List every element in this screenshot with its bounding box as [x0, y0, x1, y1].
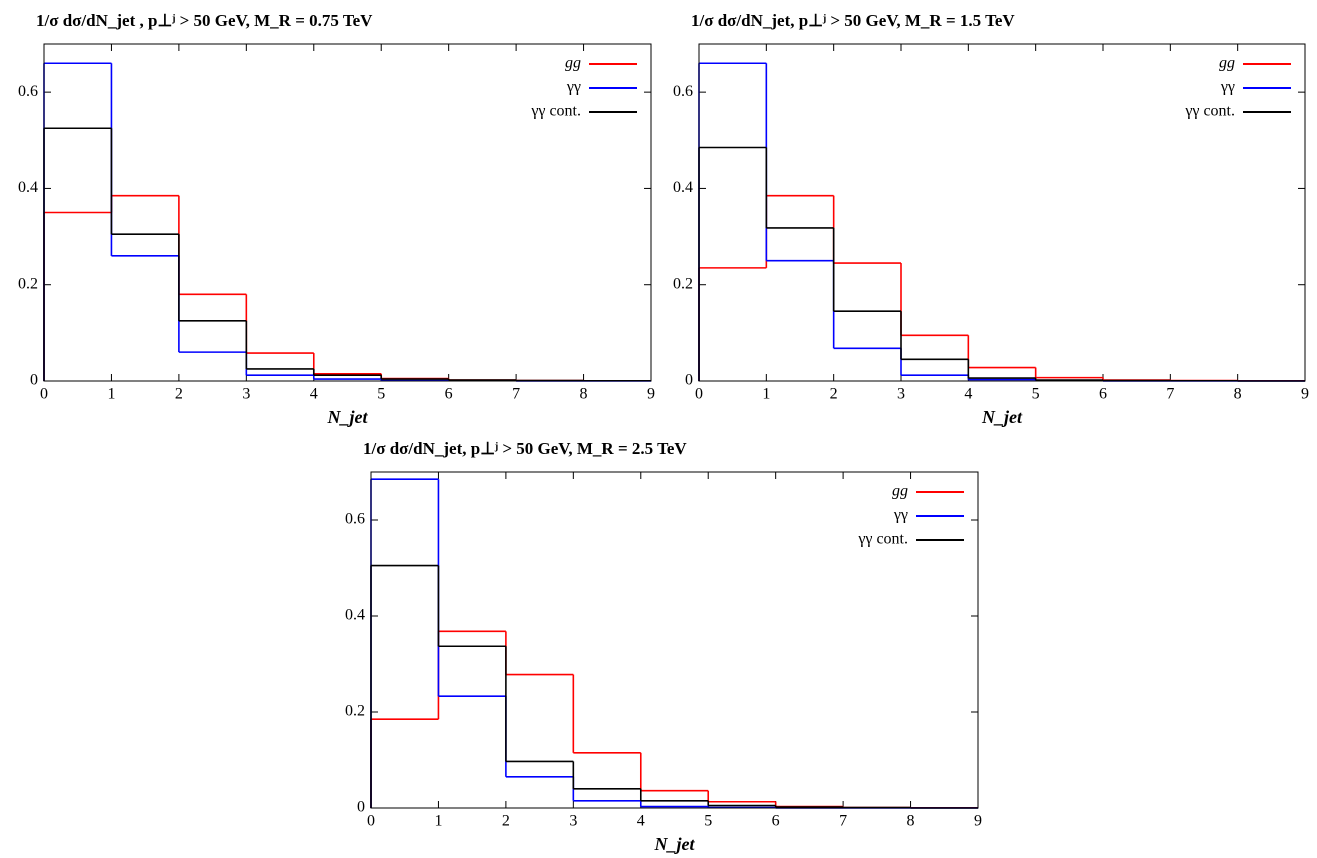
x-tick-label: 5: [1032, 386, 1040, 403]
x-tick-label: 7: [839, 813, 847, 830]
x-tick-label: 7: [1166, 386, 1174, 403]
legend-label: gg: [1219, 55, 1235, 72]
x-tick-label: 4: [310, 386, 318, 403]
x-tick-label: 6: [445, 386, 453, 403]
x-tick-label: 0: [40, 386, 48, 403]
y-tick-label: 0.6: [673, 83, 693, 100]
plot-frame: [698, 43, 1306, 382]
legend-label: γγ cont.: [857, 531, 908, 548]
legend-label: γγ: [1220, 79, 1235, 96]
x-tick-label: 3: [569, 813, 577, 830]
legend-label: γγ cont.: [1184, 103, 1235, 120]
y-tick-label: 0.4: [345, 607, 365, 624]
panel: 1/σ dσ/dN_jet, p⊥ʲ > 50 GeV, M_R = 2.5 T…: [345, 439, 982, 854]
x-tick-label: 2: [502, 813, 510, 830]
y-tick-label: 0.6: [18, 83, 38, 100]
x-tick-label: 3: [897, 386, 905, 403]
x-tick-label: 1: [434, 813, 442, 830]
x-tick-label: 4: [637, 813, 645, 830]
x-tick-label: 8: [580, 386, 588, 403]
y-tick-label: 0.2: [345, 703, 365, 720]
y-tick-label: 0: [685, 372, 693, 389]
x-axis-label: N_jet: [654, 834, 696, 854]
y-tick-label: 0.2: [673, 275, 693, 292]
x-tick-label: 6: [1099, 386, 1107, 403]
x-tick-label: 3: [242, 386, 250, 403]
x-tick-label: 8: [907, 813, 915, 830]
legend-label: gg: [565, 55, 581, 72]
x-tick-label: 0: [367, 813, 375, 830]
x-axis-label: N_jet: [327, 407, 369, 427]
x-tick-label: 4: [964, 386, 972, 403]
legend-label: γγ cont.: [530, 103, 581, 120]
y-tick-label: 0: [357, 799, 365, 816]
x-tick-label: 6: [772, 813, 780, 830]
panel: 1/σ dσ/dN_jet , p⊥ʲ > 50 GeV, M_R = 0.75…: [18, 11, 655, 427]
y-tick-label: 0.4: [18, 179, 38, 196]
legend-label: gg: [892, 483, 908, 500]
x-tick-label: 1: [107, 386, 115, 403]
x-tick-label: 2: [175, 386, 183, 403]
x-tick-label: 9: [974, 813, 982, 830]
y-tick-label: 0.2: [18, 275, 38, 292]
legend-label: γγ: [566, 79, 581, 96]
chart-title: 1/σ dσ/dN_jet, p⊥ʲ > 50 GeV, M_R = 2.5 T…: [363, 439, 687, 458]
x-tick-label: 1: [762, 386, 770, 403]
x-tick-label: 8: [1234, 386, 1242, 403]
chart-title: 1/σ dσ/dN_jet, p⊥ʲ > 50 GeV, M_R = 1.5 T…: [691, 11, 1015, 30]
x-tick-label: 2: [830, 386, 838, 403]
y-tick-label: 0.4: [673, 179, 693, 196]
x-tick-label: 5: [377, 386, 385, 403]
x-tick-label: 7: [512, 386, 520, 403]
legend-label: γγ: [893, 507, 908, 524]
x-tick-label: 0: [695, 386, 703, 403]
chart-title: 1/σ dσ/dN_jet , p⊥ʲ > 50 GeV, M_R = 0.75…: [36, 11, 373, 30]
plot-frame: [370, 471, 979, 809]
plot-frame: [43, 43, 652, 382]
y-tick-label: 0: [30, 372, 38, 389]
x-tick-label: 9: [1301, 386, 1309, 403]
panel: 1/σ dσ/dN_jet, p⊥ʲ > 50 GeV, M_R = 1.5 T…: [673, 11, 1309, 427]
y-tick-label: 0.6: [345, 511, 365, 528]
x-axis-label: N_jet: [981, 407, 1023, 427]
x-tick-label: 9: [647, 386, 655, 403]
x-tick-label: 5: [704, 813, 712, 830]
